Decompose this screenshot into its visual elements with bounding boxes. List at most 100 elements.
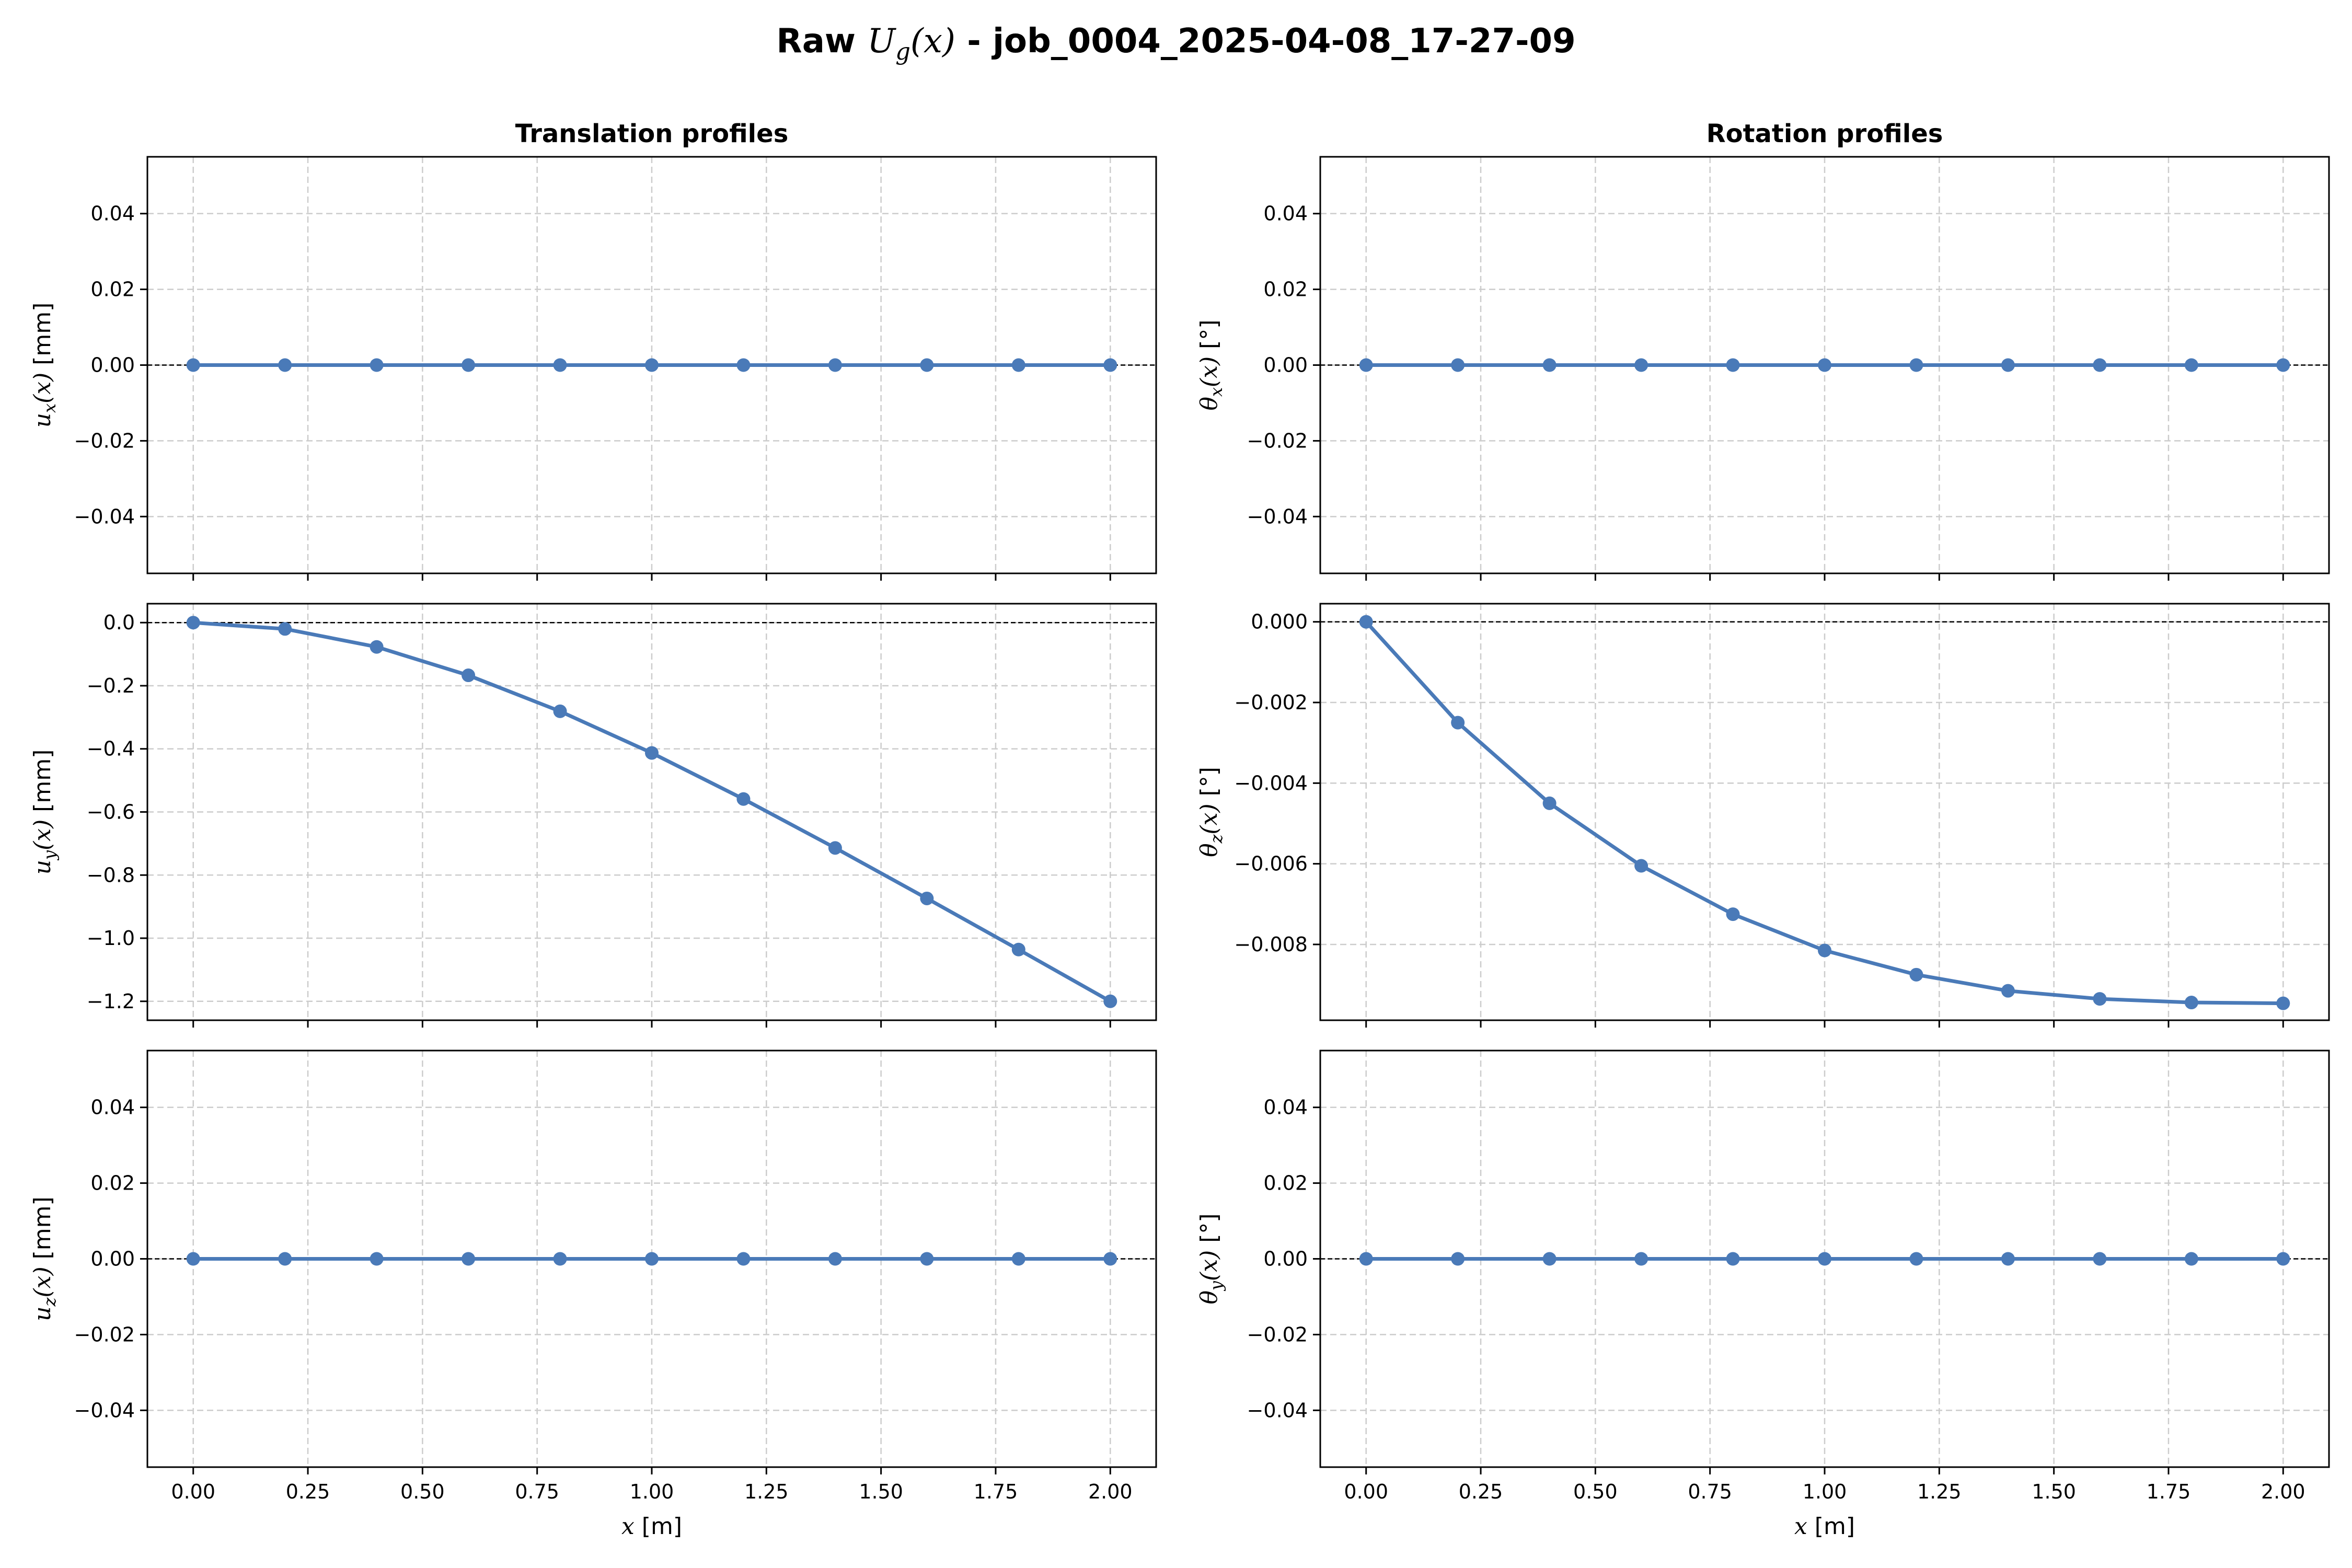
data-point (920, 1252, 934, 1266)
data-point (1634, 358, 1648, 372)
y-axis-label: ux(x) [mm] (29, 303, 60, 428)
data-point (736, 792, 751, 806)
y-tick-label: 0.00 (1263, 354, 1308, 377)
y-tick-label: −0.04 (1247, 1399, 1308, 1422)
data-point (920, 358, 934, 372)
data-point (1011, 942, 1025, 956)
data-point (186, 358, 200, 372)
data-point (278, 358, 292, 372)
data-point (2276, 1252, 2290, 1266)
data-point (1103, 994, 1117, 1008)
y-tick-label: −0.04 (74, 505, 135, 528)
x-axis-label: x [m] (1794, 1513, 1855, 1540)
y-tick-label: 0.00 (90, 1248, 135, 1271)
y-axis-label: θx(x) [°] (1196, 319, 1226, 410)
data-point (920, 891, 934, 905)
data-point (370, 358, 384, 372)
y-tick-label: −0.004 (1234, 771, 1308, 794)
data-point (1542, 358, 1557, 372)
data-point (1359, 1252, 1373, 1266)
data-point (462, 1252, 476, 1266)
data-point (553, 1252, 567, 1266)
x-tick-label: 2.00 (2261, 1480, 2305, 1503)
data-point (1359, 358, 1373, 372)
panel-ux: −0.04 −0.02 0.00 0.02 0.04 ux(x) [mm] (29, 156, 1157, 581)
y-tick-label: 0.0 (103, 611, 135, 634)
y-tick-label: −0.008 (1234, 933, 1308, 956)
x-tick-label: 1.25 (1917, 1480, 1962, 1503)
y-tick-label: −0.02 (1247, 429, 1308, 452)
data-point (2276, 996, 2290, 1010)
data-point (2184, 1252, 2198, 1266)
data-point (186, 616, 200, 630)
y-axis-label: uz(x) [mm] (29, 1196, 60, 1321)
y-tick-label: 0.02 (90, 1172, 135, 1195)
x-tick-label: 0.00 (1344, 1480, 1388, 1503)
title-math: Ug(x) (867, 22, 955, 65)
x-tick-label: 0.50 (400, 1480, 445, 1503)
data-point (1011, 358, 1025, 372)
y-tick-label: 0.04 (90, 1096, 135, 1119)
y-tick-label: 0.00 (1263, 1248, 1308, 1271)
data-point (2184, 996, 2198, 1010)
title-arg: (x) (910, 22, 955, 61)
data-point (1634, 859, 1648, 873)
data-point (828, 841, 842, 855)
title-suffix: - job_0004_2025-04-08_17-27-09 (955, 22, 1576, 61)
y-tick-label: −0.02 (74, 1323, 135, 1346)
data-point (1726, 907, 1740, 921)
x-tick-label: 0.50 (1573, 1480, 1618, 1503)
x-tick-label: 0.75 (1688, 1480, 1732, 1503)
panel-thz: −0.008 −0.006 −0.004 −0.002 0.000 θz(x) [°] (1196, 603, 2330, 1028)
data-point (462, 668, 476, 683)
data-point (1726, 1252, 1740, 1266)
column-title-rotation: Rotation profiles (1707, 119, 1943, 148)
data-point (1359, 615, 1373, 629)
data-point (1909, 967, 1923, 982)
y-tick-label: −0.2 (87, 674, 135, 697)
data-point (1103, 358, 1117, 372)
data-point (2001, 358, 2015, 372)
data-point (2093, 1252, 2107, 1266)
data-point (1726, 358, 1740, 372)
data-point (645, 1252, 659, 1266)
panel-uz: 0.00 0.25 0.50 0.75 1.00 1.25 1.50 1.75 2.00 −0.0… (29, 1050, 1157, 1540)
data-point (2001, 1252, 2015, 1266)
y-tick-label: −0.04 (1247, 505, 1308, 528)
y-tick-label: 0.02 (1263, 1172, 1308, 1195)
data-point (1451, 1252, 1465, 1266)
data-point (2093, 358, 2107, 372)
figure-title: Raw Ug(x) - job_0004_2025-04-08_17-27-09 (0, 22, 2352, 65)
y-tick-label: 0.04 (1263, 1096, 1308, 1119)
data-point (462, 358, 476, 372)
data-point (1909, 1252, 1923, 1266)
data-point (1634, 1252, 1648, 1266)
x-tick-label: 0.00 (171, 1480, 215, 1503)
x-tick-label: 1.00 (1803, 1480, 1847, 1503)
y-axis-label: uy(x) [mm] (29, 750, 60, 875)
data-point (370, 1252, 384, 1266)
data-point (1103, 1252, 1117, 1266)
y-tick-label: −0.8 (87, 863, 135, 886)
data-point (2093, 992, 2107, 1006)
y-tick-label: −1.0 (87, 927, 135, 950)
y-tick-label: −0.006 (1234, 852, 1308, 875)
title-symbol: U (867, 22, 896, 61)
y-tick-label: −1.2 (87, 990, 135, 1013)
data-point (2276, 358, 2290, 372)
data-point (278, 1252, 292, 1266)
data-point (370, 640, 384, 654)
y-tick-label: 0.000 (1251, 610, 1308, 633)
data-point (186, 1252, 200, 1266)
data-point (645, 746, 659, 760)
x-tick-label: 0.25 (1459, 1480, 1503, 1503)
data-point (1011, 1252, 1025, 1266)
data-point (828, 1252, 842, 1266)
data-point (2001, 984, 2015, 998)
data-point (553, 358, 567, 372)
y-tick-label: 0.02 (1263, 278, 1308, 301)
panel-thy: 0.00 0.25 0.50 0.75 1.00 1.25 1.50 1.75 2.00 −0.0… (1196, 1050, 2330, 1540)
x-tick-label: 0.25 (286, 1480, 330, 1503)
y-tick-label: 0.02 (90, 278, 135, 301)
